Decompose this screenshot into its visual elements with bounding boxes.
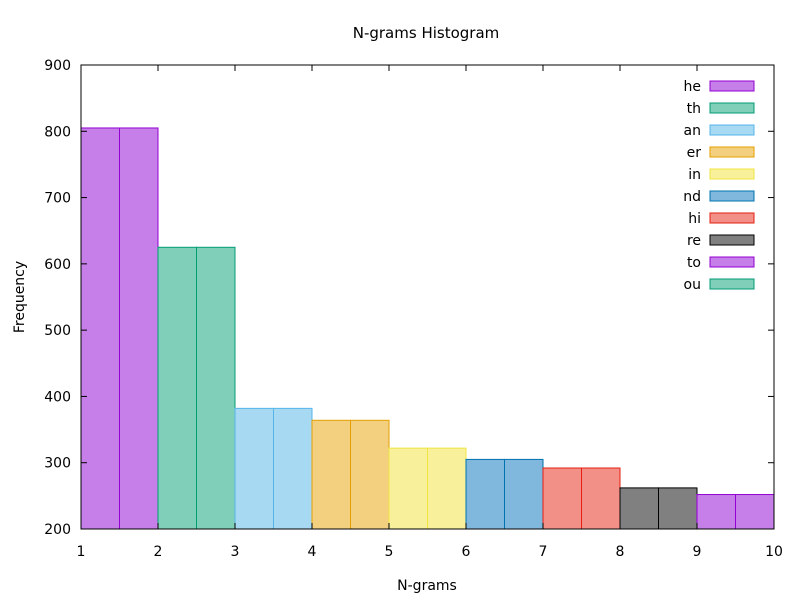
- y-tick-label: 200: [44, 522, 71, 538]
- plot-frame: [80, 64, 775, 530]
- legend-swatch-nd: [709, 190, 755, 202]
- bar-er-left: [311, 419, 351, 530]
- bars-layer: [80, 127, 775, 530]
- legend-label-hi: hi: [688, 211, 701, 227]
- legend-swatch-ou: [709, 278, 755, 290]
- bar-th-left: [157, 246, 197, 530]
- ticks-layer: 1 2 3 4 5 6 7 8 9 10 200 300 400 500 600 700 800 900: [44, 58, 783, 560]
- x-tick-label: 8: [616, 544, 625, 560]
- y-tick-label: 800: [44, 124, 71, 140]
- legend-swatch-hi: [709, 212, 755, 224]
- y-tick-label: 700: [44, 191, 71, 207]
- bar-to-left: [696, 494, 736, 530]
- x-tick-label: 2: [154, 544, 163, 560]
- bar-nd-left: [465, 458, 505, 530]
- bar-an-left: [234, 407, 274, 530]
- legend-swatch-an: [709, 124, 755, 136]
- y-tick-label: 600: [44, 257, 71, 273]
- bar-in-right: [427, 447, 467, 530]
- legend-label-er: er: [687, 145, 702, 161]
- legend-label-th: th: [687, 101, 701, 117]
- y-tick-label: 400: [44, 389, 71, 405]
- y-tick-label: 900: [44, 58, 71, 74]
- bar-er-right: [350, 419, 390, 530]
- legend: he th an er in nd hi re to ou: [683, 79, 755, 293]
- bar-hi-left: [542, 467, 582, 530]
- y-tick-label: 500: [44, 323, 71, 339]
- bar-to-right: [735, 494, 775, 530]
- x-axis-label: N-grams: [397, 578, 457, 594]
- y-tick-label: 300: [44, 456, 71, 472]
- legend-label-to: to: [687, 255, 701, 271]
- legend-swatch-to: [709, 256, 755, 268]
- bar-nd-right: [504, 458, 544, 530]
- legend-label-nd: nd: [683, 189, 701, 205]
- legend-swatch-er: [709, 146, 755, 158]
- x-tick-label: 5: [385, 544, 394, 560]
- legend-label-ou: ou: [684, 277, 701, 293]
- x-tick-label: 6: [462, 544, 471, 560]
- bar-he-left: [80, 127, 120, 530]
- legend-label-an: an: [684, 123, 701, 139]
- x-tick-label: 10: [765, 544, 783, 560]
- bar-hi-right: [581, 467, 621, 530]
- y-axis-label: Frequency: [12, 261, 28, 333]
- legend-swatch-he: [709, 80, 755, 92]
- legend-swatch-th: [709, 102, 755, 114]
- legend-label-re: re: [687, 233, 701, 249]
- bar-re-left: [619, 487, 659, 530]
- bar-an-right: [273, 407, 313, 530]
- x-tick-label: 7: [539, 544, 548, 560]
- legend-swatch-in: [709, 168, 755, 180]
- bar-re-right: [658, 487, 698, 530]
- x-tick-label: 1: [77, 544, 86, 560]
- bar-in-left: [388, 447, 428, 530]
- legend-label-in: in: [688, 167, 701, 183]
- bar-he-right: [119, 127, 159, 530]
- x-tick-label: 9: [693, 544, 702, 560]
- chart-title: N-grams Histogram: [353, 24, 500, 42]
- legend-swatch-re: [709, 234, 755, 246]
- x-tick-label: 4: [308, 544, 317, 560]
- bar-th-right: [196, 246, 236, 530]
- x-tick-label: 3: [231, 544, 240, 560]
- legend-label-he: he: [684, 79, 702, 95]
